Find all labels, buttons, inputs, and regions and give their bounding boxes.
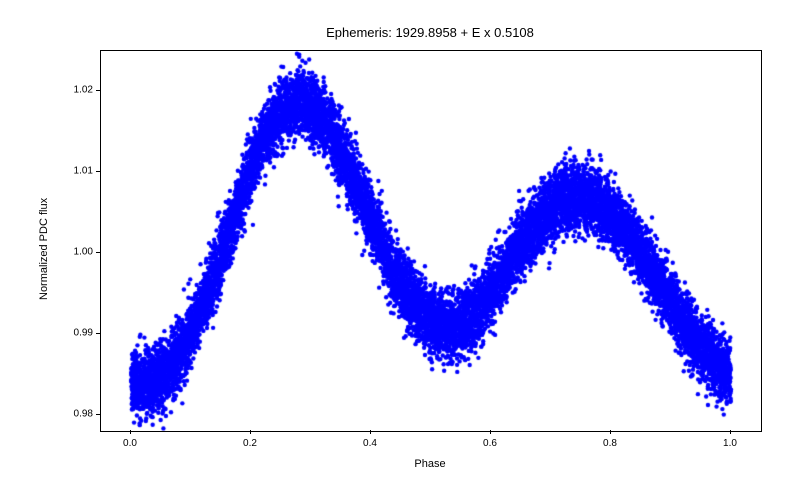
xtick-label: 0.8 — [603, 438, 617, 449]
xtick — [610, 430, 611, 434]
figure: Ephemeris: 1929.8958 + E x 0.5108 Phase … — [0, 0, 800, 500]
xtick-label: 0.6 — [483, 438, 497, 449]
xtick — [370, 430, 371, 434]
xtick-label: 0.4 — [363, 438, 377, 449]
ytick-label: 0.99 — [55, 327, 93, 338]
ytick-label: 1.00 — [55, 247, 93, 258]
ytick — [96, 90, 100, 91]
xtick — [490, 430, 491, 434]
ytick — [96, 414, 100, 415]
xtick-label: 0.2 — [243, 438, 257, 449]
ytick — [96, 252, 100, 253]
chart-title: Ephemeris: 1929.8958 + E x 0.5108 — [100, 25, 760, 40]
ytick-label: 0.98 — [55, 408, 93, 419]
ytick — [96, 171, 100, 172]
xtick-label: 1.0 — [723, 438, 737, 449]
scatter-canvas — [101, 51, 761, 431]
ytick-label: 1.02 — [55, 85, 93, 96]
y-axis-label: Normalized PDC flux — [38, 198, 50, 300]
x-axis-label: Phase — [100, 458, 760, 470]
plot-area — [100, 50, 762, 432]
xtick — [730, 430, 731, 434]
xtick-label: 0.0 — [123, 438, 137, 449]
ytick — [96, 333, 100, 334]
xtick — [250, 430, 251, 434]
xtick — [130, 430, 131, 434]
ytick-label: 1.01 — [55, 166, 93, 177]
